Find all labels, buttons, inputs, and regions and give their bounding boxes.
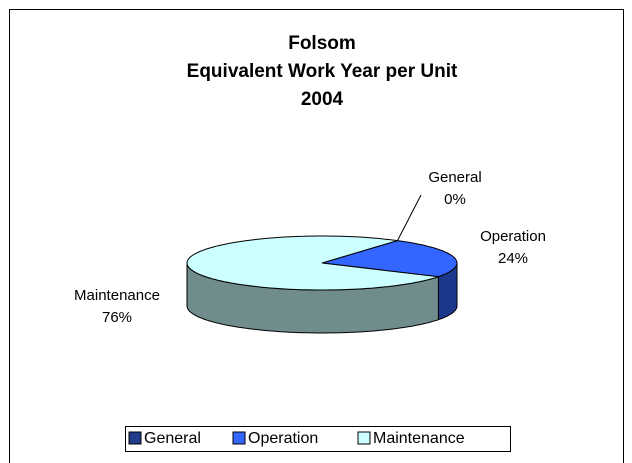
data-label: Operation — [480, 228, 546, 245]
legend-swatch — [128, 431, 142, 445]
legend-swatch — [357, 431, 371, 445]
legend-label: General — [144, 430, 201, 447]
data-label: 24% — [498, 250, 528, 267]
data-label: Maintenance — [74, 287, 160, 304]
data-label: 0% — [444, 191, 466, 208]
chart-title: 2004 — [301, 89, 344, 110]
legend-label: Operation — [248, 430, 318, 447]
legend: General Operation Maintenance — [125, 426, 511, 452]
data-label: 76% — [102, 309, 132, 326]
leader-line — [397, 194, 422, 241]
legend-swatch — [232, 431, 246, 445]
chart-title: Folsom — [288, 33, 356, 54]
legend-frame — [125, 426, 511, 452]
legend-label: Maintenance — [373, 430, 465, 447]
pie-slice — [321, 240, 458, 278]
chart-title: Equivalent Work Year per Unit — [187, 61, 458, 82]
data-label: General — [428, 169, 481, 186]
pie-slice — [186, 235, 439, 291]
